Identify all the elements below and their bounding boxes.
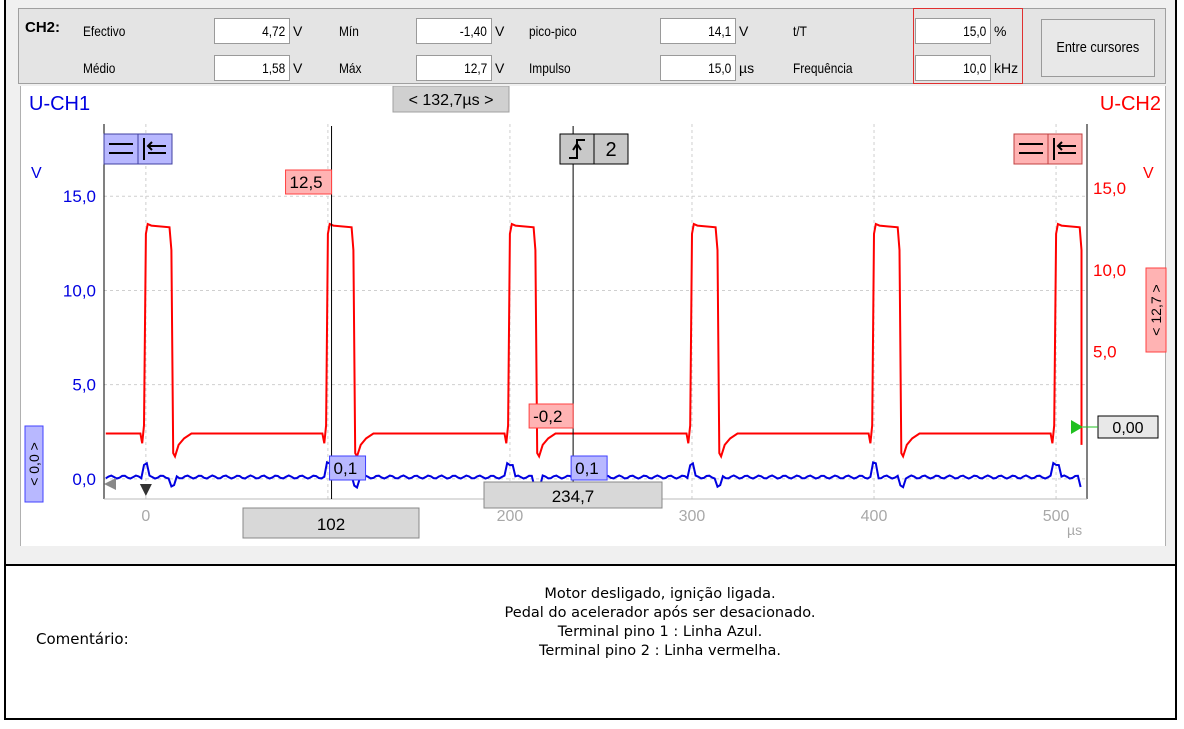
ch1-zoom-button[interactable] [103, 133, 139, 165]
meas-value-frequencia: 10,0 [915, 55, 991, 81]
highlight-box [913, 8, 1023, 84]
channel-label: CH2: [25, 19, 61, 36]
meas-unit-medio: V [293, 60, 303, 76]
meas-label-min: Mín [339, 23, 359, 39]
x-tick-label: 500 [1043, 508, 1070, 525]
scope-display: 0,05,010,015,001002003004005005,010,015,… [20, 85, 1167, 546]
y-left-tick-label: 0,0 [72, 470, 96, 489]
y-right-tick-label: 10,0 [1093, 261, 1126, 280]
meas-value-pico-pico: 14,1 [660, 18, 736, 44]
cursor2-ch2-readout-box [528, 403, 574, 429]
meas-unit-impulso: µs [739, 60, 755, 76]
x-tick-label: 200 [497, 508, 524, 525]
meas-label-frequencia: Frequência [793, 60, 853, 76]
x-tick-label: 0 [141, 508, 150, 525]
cursor2-ch2-readout: -0,2 [533, 407, 562, 426]
meas-label-medio: Médio [83, 60, 116, 76]
trigger-time-marker-icon [139, 484, 152, 496]
meas-unit-pico-pico: V [739, 23, 749, 39]
ch2-trace [105, 222, 1083, 459]
y-right-tick-label: 15,0 [1093, 179, 1126, 198]
cursor-delta-label: < 132,7µs > [409, 92, 494, 109]
meas-value-impulso: 15,0 [660, 55, 736, 81]
ch2-offset-label: < 12,7 > [1148, 284, 1164, 335]
meas-label-efectivo: Efectivo [83, 23, 126, 39]
y-right-unit: V [1143, 165, 1154, 182]
ch1-arrow-icon [146, 141, 166, 154]
cursor-1-position-box[interactable] [242, 507, 420, 539]
meas-label-max: Máx [339, 60, 362, 76]
meas-value-min: -1,40 [416, 18, 492, 44]
cursor-delta-box [392, 85, 510, 113]
meas-value-medio: 1,58 [214, 55, 290, 81]
comment-line: Motor desligado, ignição ligada. [544, 586, 776, 602]
y-left-tick-label: 10,0 [63, 281, 96, 300]
meas-value-efectivo: 4,72 [214, 18, 290, 44]
meas-label-tt: t/T [793, 23, 807, 39]
meas-value-tt: 15,0 [915, 18, 991, 44]
comment-line: Terminal pino 2 : Linha vermelha. [538, 643, 782, 659]
meas-unit-frequencia: kHz [994, 60, 1019, 76]
meas-unit-efectivo: V [293, 23, 303, 39]
ch2-zoom-button[interactable] [1013, 133, 1049, 165]
cursor2-ch1-readout-box [570, 455, 608, 481]
comment-text: Motor desligado, ignição ligada. Pedal d… [360, 585, 960, 661]
y-left-tick-label: 15,0 [63, 187, 96, 206]
cursor-1-position-label: 102 [317, 515, 345, 534]
y-left-unit: V [31, 165, 42, 182]
x-tick-label: 300 [679, 508, 706, 525]
x-tick-label: 400 [861, 508, 888, 525]
trigger-channel-label: 2 [605, 139, 616, 161]
comment-line: Pedal do acelerador após ser desacionado… [504, 605, 816, 621]
ch1-offset-box[interactable] [24, 425, 44, 503]
cursor-2-position-label: 234,7 [552, 487, 595, 506]
meas-value-max: 12,7 [416, 55, 492, 81]
cursor1-ch2-readout-box [285, 169, 333, 195]
cursor1-ch1-readout-box [329, 455, 367, 481]
y-right-tick-label: 5,0 [1093, 343, 1117, 362]
comment-line: Terminal pino 1 : Linha Azul. [557, 624, 763, 640]
channel-label-ch2: U-CH2 [1100, 93, 1161, 115]
ch1-ground-marker-icon [104, 478, 116, 490]
scope-chart: 0,05,010,015,001002003004005005,010,015,… [24, 85, 1167, 539]
cursor-2-position-box[interactable] [483, 481, 663, 509]
ch2-offset-box[interactable] [1145, 267, 1167, 353]
ch2-ref-label: 0,00 [1112, 420, 1143, 437]
meas-label-pico-pico: pico-pico [529, 23, 577, 39]
y-left-tick-label: 5,0 [72, 376, 96, 395]
comment-label: Comentário: [36, 630, 129, 648]
oscilloscope-window: CH2: Efectivo 4,72 V Mín -1,40 V pico-pi… [6, 0, 1175, 566]
trigger-channel-button[interactable] [593, 133, 629, 165]
meas-unit-max: V [495, 60, 505, 76]
trigger-edge-icon [569, 139, 585, 159]
ch2-ground-marker-icon [1071, 420, 1083, 434]
meas-unit-min: V [495, 23, 505, 39]
channel-label-ch1: U-CH1 [29, 93, 90, 115]
meas-unit-tt: % [994, 23, 1007, 39]
cursor1-ch2-readout: 12,5 [290, 173, 323, 192]
ch2-arrow-icon [1056, 141, 1076, 154]
entre-cursores-button[interactable]: Entre cursores [1041, 19, 1155, 77]
ch1-offset-label: < 0,0 > [26, 442, 42, 486]
meas-label-impulso: Impulso [529, 60, 571, 76]
measurement-panel: CH2: Efectivo 4,72 V Mín -1,40 V pico-pi… [18, 8, 1166, 84]
cursor1-ch1-readout: 0,1 [334, 459, 358, 478]
x-axis-unit: µs [1067, 522, 1082, 538]
cursor2-ch1-readout: 0,1 [575, 459, 599, 478]
